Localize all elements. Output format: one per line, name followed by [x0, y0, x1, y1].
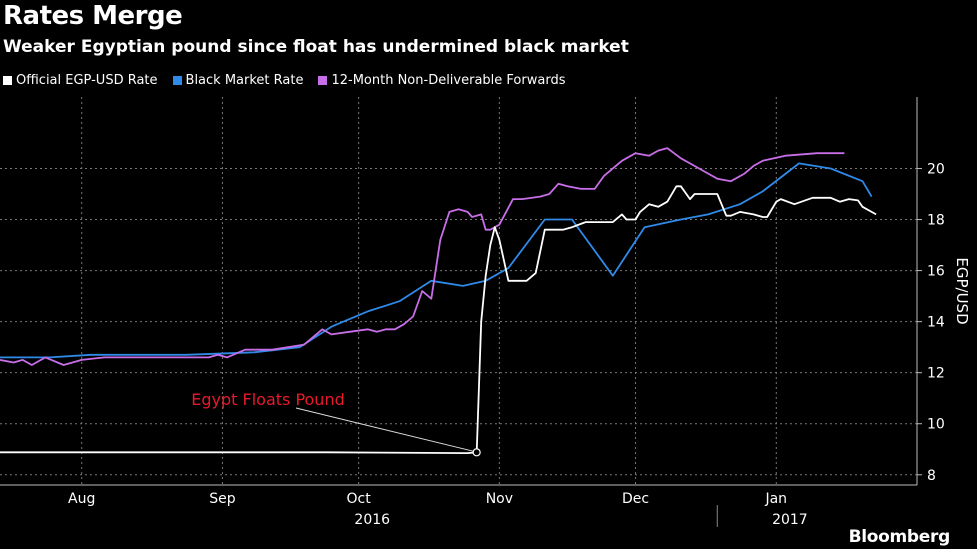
- x-tick-label: Aug: [68, 491, 95, 507]
- legend-swatch-official: [3, 76, 12, 85]
- legend-label-ndf: 12-Month Non-Deliverable Forwards: [331, 73, 566, 88]
- y-tick-label: 16: [927, 264, 945, 280]
- legend-label-official: Official EGP-USD Rate: [16, 73, 158, 88]
- legend-swatch-black-market: [172, 76, 182, 85]
- annotation-label: Egypt Floats Pound: [191, 390, 345, 409]
- y-tick-label: 14: [927, 315, 945, 331]
- y-tick-label: 10: [927, 417, 945, 433]
- y-tick-label: 12: [927, 366, 945, 382]
- y-tick-label: 20: [927, 161, 945, 177]
- legend: Official EGP-USD Rate Black Market Rate …: [3, 73, 565, 88]
- annotation-marker: [472, 448, 481, 457]
- series-line-black-market-rate: [0, 162, 873, 359]
- year-label: 2016: [354, 512, 390, 528]
- x-tick-label: Nov: [486, 491, 513, 507]
- chart-subtitle: Weaker Egyptian pound since float has un…: [3, 37, 629, 57]
- year-label: 2017: [772, 512, 808, 528]
- y-tick-label: 8: [927, 468, 936, 484]
- legend-item-black-market[interactable]: Black Market Rate: [172, 73, 304, 88]
- x-tick-label: Oct: [347, 491, 372, 507]
- series-line-12-month-non-deliverable-forwards: [0, 147, 845, 366]
- y-axis-label: EGP/USD: [953, 257, 971, 324]
- y-tick-label: 18: [927, 213, 945, 229]
- legend-label-black-market: Black Market Rate: [185, 73, 304, 88]
- x-tick-label: Jan: [764, 491, 787, 507]
- x-tick-label: Dec: [622, 491, 649, 507]
- chart-title: Rates Merge: [3, 1, 183, 31]
- annotation-leader-line: [295, 407, 474, 452]
- legend-item-official[interactable]: Official EGP-USD Rate: [3, 73, 158, 88]
- x-tick-label: Sep: [209, 491, 236, 507]
- legend-swatch-ndf: [318, 76, 328, 85]
- bloomberg-logo: Bloomberg: [848, 527, 951, 547]
- series-line-official-egp-usd-rate: [0, 185, 877, 455]
- legend-item-ndf[interactable]: 12-Month Non-Deliverable Forwards: [318, 73, 565, 88]
